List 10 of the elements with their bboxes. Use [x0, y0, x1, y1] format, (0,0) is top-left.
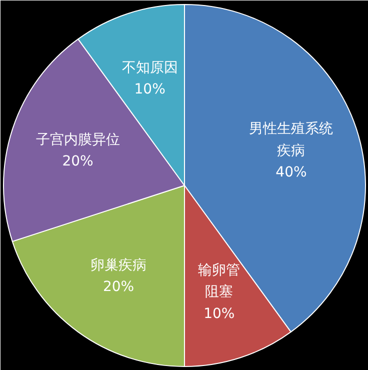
data-label: 20% — [102, 279, 134, 296]
slice-label: 男性生殖系统疾病 — [249, 121, 334, 159]
slice-label: 卵巢疾病 — [90, 257, 147, 274]
slice-label: 输卵管阻塞 — [198, 262, 240, 300]
data-label: 40% — [276, 164, 307, 180]
data-label: 20% — [62, 154, 94, 170]
slice-label: 不知原因 — [122, 60, 178, 76]
data-label: 10% — [204, 306, 235, 322]
slice-label: 子宫内膜异位 — [36, 132, 120, 148]
data-label: 10% — [134, 82, 166, 98]
